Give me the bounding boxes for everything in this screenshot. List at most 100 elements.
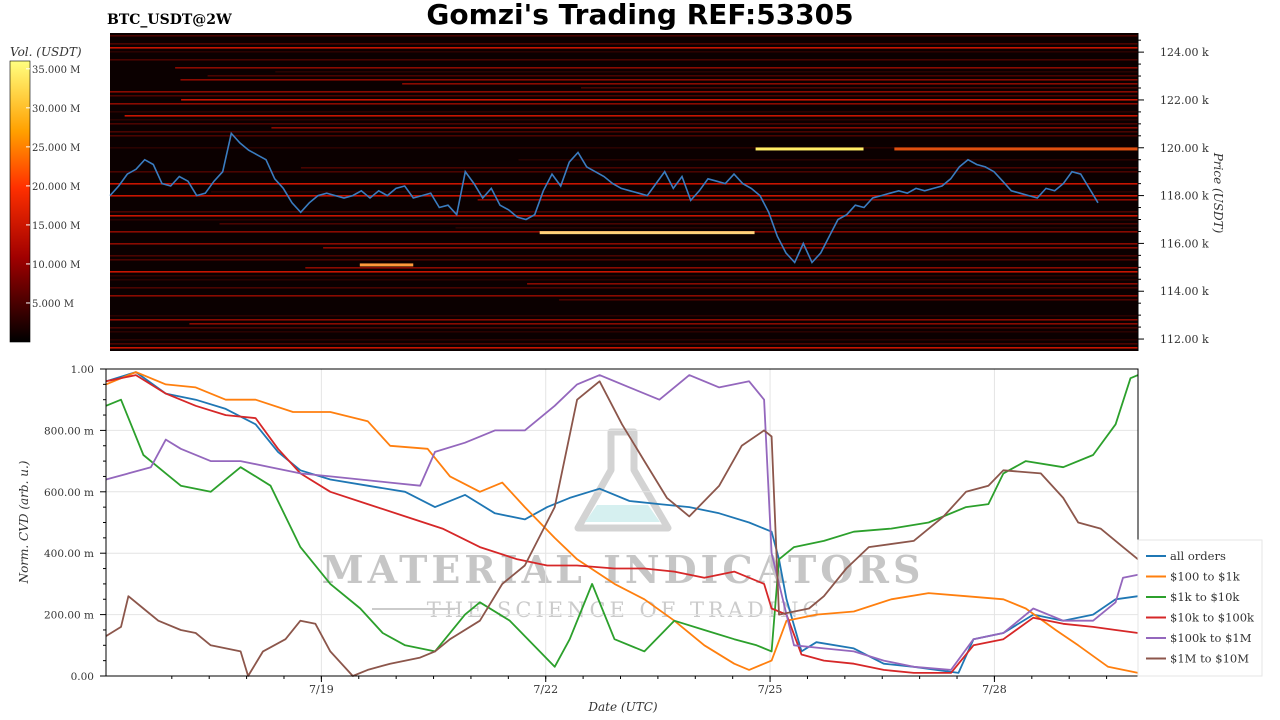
x-tick-label: 7/22	[533, 683, 558, 696]
liquidity-band	[518, 159, 1138, 161]
cvd-y-axis-label: Norm. CVD (arb. u.)	[17, 460, 31, 584]
series-line	[105, 374, 1139, 671]
series-line	[105, 371, 1139, 674]
colorbar-label: Vol. (USDT)	[10, 45, 82, 59]
liquidity-band	[110, 111, 1138, 113]
y-tick-label: 1.00	[71, 364, 94, 376]
legend-entry: $10k to $100k	[1170, 611, 1255, 625]
liquidity-band	[559, 299, 1138, 301]
liquidity-band	[581, 87, 1138, 89]
price-axis-label: Price (USDT)	[1211, 152, 1225, 234]
liquidity-band	[110, 211, 1138, 213]
legend-entry: $100 to $1k	[1170, 570, 1241, 584]
liquidity-band	[275, 71, 1139, 73]
series-line	[105, 374, 1139, 674]
liquidity-band	[455, 227, 1138, 229]
liquidity-wall	[359, 263, 414, 267]
liquidity-wall	[539, 231, 755, 235]
liquidity-band	[110, 95, 1138, 97]
price-tick-label: 118.00 k	[1160, 190, 1209, 203]
y-tick-label: 600.00 m	[44, 487, 94, 499]
legend-entry: $1k to $10k	[1170, 590, 1240, 604]
legend: all orders $100 to $1k $1k to $10k $10k to …	[1137, 539, 1263, 677]
liquidity-band	[110, 271, 1138, 273]
liquidity-band	[110, 339, 1138, 341]
liquidity-band	[110, 43, 1138, 45]
liquidity-band	[271, 127, 1139, 129]
liquidity-band	[110, 215, 1138, 217]
liquidity-band	[110, 275, 1138, 277]
liquidity-band	[207, 75, 1138, 77]
liquidity-band	[110, 319, 1138, 321]
legend-box	[1137, 539, 1263, 677]
legend-entry: $100k to $1M	[1170, 631, 1252, 645]
price-tick-label: 120.00 k	[1160, 142, 1209, 155]
liquidity-band	[300, 167, 1138, 169]
liquidity-band	[110, 35, 1138, 37]
colorbar-tick-label: 20.000 M	[32, 182, 80, 193]
liquidity-band	[110, 295, 1138, 297]
liquidity-band	[110, 135, 1138, 137]
colorbar	[9, 60, 31, 343]
watermark: MATERIAL INDICATORS THE SCIENCE OF TRADI…	[322, 428, 925, 622]
liquidity-band	[110, 47, 1138, 49]
liquidity-band	[110, 315, 1138, 317]
liquidity-band	[110, 195, 1138, 197]
liquidity-band	[527, 283, 1138, 285]
x-tick-label: 7/25	[758, 683, 783, 696]
y-tick-label: 800.00 m	[44, 425, 94, 437]
liquidity-band	[110, 91, 1138, 93]
liquidity-band	[110, 131, 1138, 133]
liquidity-band	[477, 199, 1138, 201]
liquidity-band	[211, 191, 1138, 193]
x-tick-label: 7/28	[982, 683, 1007, 696]
x-tick-label: 7/19	[309, 683, 334, 696]
y-tick-label: 200.00 m	[44, 610, 94, 622]
liquidity-band	[110, 51, 1138, 53]
colorbar-tick-label: 35.000 M	[32, 65, 80, 76]
legend-entry: $1M to $10M	[1170, 652, 1249, 666]
liquidity-band	[110, 279, 1138, 281]
colorbar-tick-label: 10.000 M	[32, 260, 80, 271]
flask-icon	[574, 428, 672, 532]
liquidity-band	[124, 115, 1138, 117]
series-line	[105, 374, 1139, 668]
liquidity-band	[110, 259, 1138, 261]
liquidity-band	[110, 343, 1138, 345]
colorbar-tick-label: 5.000 M	[32, 299, 74, 310]
liquidity-band	[110, 219, 1138, 221]
price-tick-label: 122.00 k	[1160, 94, 1209, 107]
liquidity-wall	[894, 147, 1138, 151]
price-tick-label: 114.00 k	[1160, 285, 1209, 298]
liquidity-band	[323, 247, 1138, 249]
liquidity-band	[110, 327, 1138, 329]
liquidity-band	[110, 123, 1138, 125]
price-tick-label: 116.00 k	[1160, 237, 1209, 250]
colorbar-tick-label: 30.000 M	[32, 104, 80, 115]
price-tick-label: 112.00 k	[1160, 333, 1209, 346]
liquidity-band	[110, 287, 1138, 289]
page-title: Gomzi's Trading REF:53305	[426, 0, 854, 31]
liquidity-band	[181, 99, 1138, 101]
y-tick-label: 400.00 m	[44, 548, 94, 560]
liquidity-band	[110, 255, 1138, 257]
symbol-label: BTC_USDT@2W	[107, 12, 232, 28]
liquidity-band	[110, 59, 1138, 61]
liquidity-band	[110, 183, 1138, 185]
liquidity-band	[110, 331, 1138, 333]
liquidity-band	[189, 323, 1138, 325]
watermark-brand: MATERIAL INDICATORS	[322, 547, 925, 592]
liquidity-band	[110, 171, 1138, 173]
liquidity-wall	[755, 147, 864, 151]
liquidity-band	[110, 347, 1138, 349]
colorbar-tick-label: 15.000 M	[32, 221, 80, 232]
cvd-x-axis-label: Date (UTC)	[587, 700, 657, 714]
cvd-plot-frame	[105, 368, 1139, 677]
orderbook-heatmap: 112.00 k 114.00 k 116.00 k 118.00 k 120.00 k…	[9, 33, 1225, 351]
liquidity-band	[175, 67, 1138, 69]
liquidity-band	[305, 267, 1138, 269]
series-line	[105, 371, 1139, 674]
liquidity-band	[110, 147, 1138, 149]
colorbar-tick-label: 25.000 M	[32, 143, 80, 154]
